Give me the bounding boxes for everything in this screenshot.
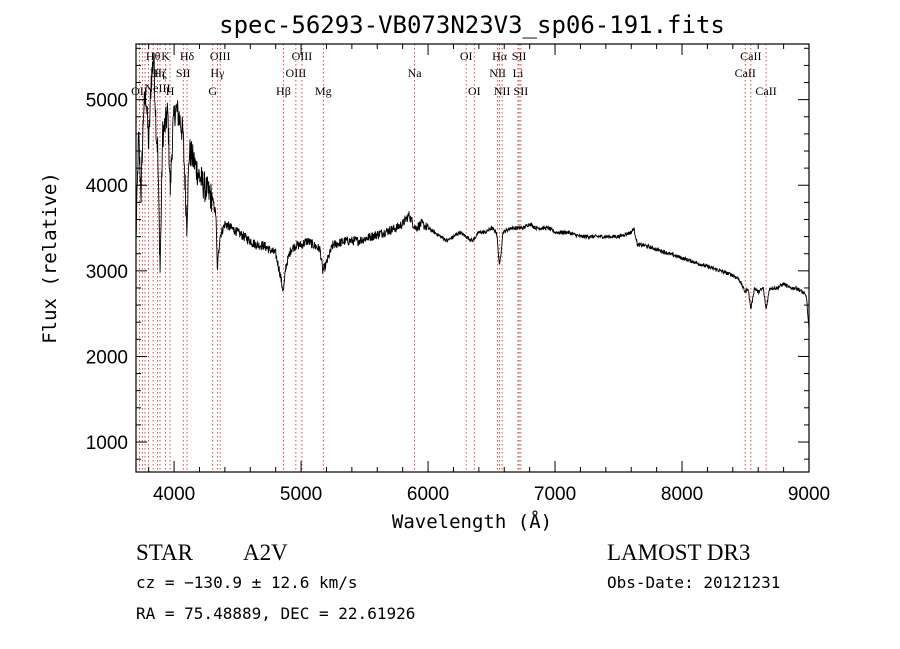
coordinates: RA = 75.48889, DEC = 22.61926 bbox=[136, 604, 415, 623]
line-marker-label: OI bbox=[468, 84, 481, 98]
line-marker-label: SII bbox=[514, 84, 529, 98]
line-marker-label: Hβ bbox=[276, 84, 291, 98]
spectrum-line bbox=[135, 52, 810, 331]
x-tick-label: 4000 bbox=[153, 484, 195, 505]
line-marker-label: Hζ bbox=[153, 66, 167, 80]
line-marker-label: Hη bbox=[150, 66, 165, 80]
y-tick-label: 3000 bbox=[86, 262, 128, 283]
line-marker-label: Na bbox=[408, 66, 423, 80]
y-axis-ticks: 1000 2000 3000 4000 5000 bbox=[86, 47, 809, 460]
line-marker-label: Hγ bbox=[210, 66, 225, 80]
line-marker-label: CaII bbox=[740, 49, 761, 63]
line-marker-label: SII bbox=[512, 49, 527, 63]
x-tick-label: 5000 bbox=[280, 484, 322, 505]
line-marker-label: OIII bbox=[286, 66, 307, 80]
redshift-cz: cz = −130.9 ± 12.6 km/s bbox=[136, 573, 358, 592]
line-marker-label: K bbox=[161, 49, 170, 63]
line-marker-label: Hδ bbox=[180, 49, 195, 63]
line-marker-label: NII bbox=[489, 66, 506, 80]
y-tick-label: 4000 bbox=[86, 176, 128, 197]
line-marker-label: CaII bbox=[755, 84, 776, 98]
y-tick-label: 5000 bbox=[86, 91, 128, 112]
subclass: A2V bbox=[243, 540, 288, 565]
x-axis-ticks: 4000 5000 6000 7000 8000 9000 bbox=[148, 44, 830, 505]
line-marker-label: Li bbox=[513, 66, 524, 80]
x-tick-label: 7000 bbox=[534, 484, 576, 505]
line-marker-label: SII bbox=[176, 66, 191, 80]
line-marker-label: NII bbox=[494, 84, 511, 98]
line-marker-label: Hθ bbox=[146, 49, 161, 63]
x-tick-label: 6000 bbox=[407, 484, 449, 505]
line-marker-label: Hα bbox=[492, 49, 508, 63]
line-marker-label: H bbox=[166, 84, 175, 98]
line-markers: OIIHθHηNeIIIHζKHSIIHδGHγOIIIHβOIIIOIIIMg… bbox=[131, 44, 777, 472]
x-tick-label: 8000 bbox=[661, 484, 703, 505]
line-marker-label: G bbox=[208, 84, 217, 98]
x-tick-label: 9000 bbox=[788, 484, 830, 505]
line-marker-label: Mg bbox=[315, 84, 332, 98]
spectrum-series bbox=[135, 52, 810, 331]
x-axis-label: Wavelength (Å) bbox=[392, 510, 552, 533]
object-class: STAR bbox=[136, 540, 194, 565]
obs-date: Obs-Date: 20121231 bbox=[607, 573, 780, 592]
line-marker-label: OI bbox=[460, 49, 473, 63]
y-axis-label: Flux (relative) bbox=[39, 172, 61, 344]
line-marker-label: CaII bbox=[735, 66, 756, 80]
line-marker-label: OIII bbox=[210, 49, 231, 63]
line-marker-label: OIII bbox=[292, 49, 313, 63]
y-tick-label: 1000 bbox=[86, 433, 128, 454]
chart-title: spec-56293-VB073N23V3_sp06-191.fits bbox=[219, 11, 725, 39]
plot-frame bbox=[135, 43, 810, 473]
survey-name: LAMOST DR3 bbox=[607, 540, 750, 565]
y-tick-label: 2000 bbox=[86, 347, 128, 368]
line-marker-label: OII bbox=[131, 84, 148, 98]
